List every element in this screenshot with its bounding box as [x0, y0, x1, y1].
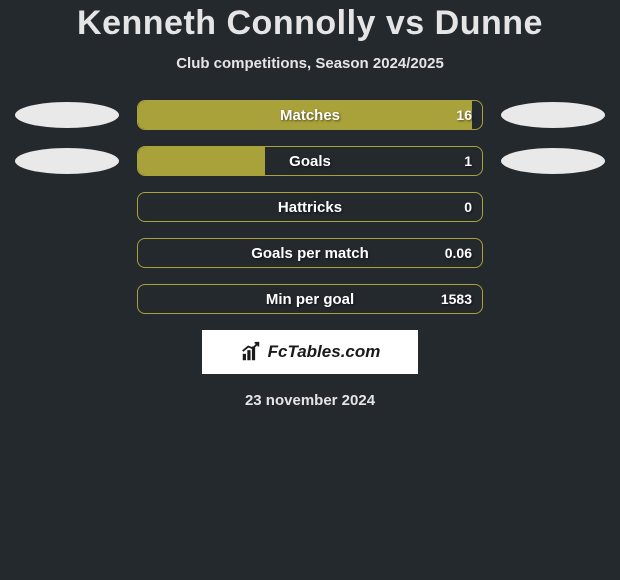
stat-row: Hattricks0: [0, 192, 620, 222]
player-b-name: Dunne: [435, 4, 543, 42]
stat-value: 0.06: [445, 239, 472, 267]
stat-bar: Min per goal1583: [137, 284, 483, 314]
player-a-name: Kenneth Connolly: [77, 4, 376, 42]
stat-row: Goals per match0.06: [0, 238, 620, 268]
subtitle: Club competitions, Season 2024/2025: [0, 55, 620, 72]
stat-bar: Hattricks0: [137, 192, 483, 222]
stat-row: Matches16: [0, 100, 620, 130]
brand-text: FcTables.com: [268, 342, 381, 362]
stat-label: Min per goal: [138, 285, 482, 313]
stat-row: Min per goal1583: [0, 284, 620, 314]
vs-text: vs: [386, 4, 425, 42]
player-b-blob: [501, 102, 605, 128]
stat-row: Goals1: [0, 146, 620, 176]
stat-label: Matches: [138, 101, 482, 129]
stat-rows: Matches16 Goals1 Hattricks0 Goals per match…: [0, 100, 620, 314]
stat-value: 1: [464, 147, 472, 175]
stat-label: Goals: [138, 147, 482, 175]
date-text: 23 november 2024: [0, 392, 620, 409]
stat-label: Goals per match: [138, 239, 482, 267]
player-a-blob: [15, 102, 119, 128]
stat-bar: Matches16: [137, 100, 483, 130]
brand-chart-icon: [240, 341, 262, 363]
player-b-blob: [501, 148, 605, 174]
stat-bar: Goals1: [137, 146, 483, 176]
stat-label: Hattricks: [138, 193, 482, 221]
player-a-blob: [15, 148, 119, 174]
stat-bar: Goals per match0.06: [137, 238, 483, 268]
stat-value: 1583: [441, 285, 472, 313]
stat-value: 16: [456, 101, 472, 129]
brand-box[interactable]: FcTables.com: [202, 330, 418, 374]
stat-value: 0: [464, 193, 472, 221]
comparison-card: Kenneth Connolly vs Dunne Club competiti…: [0, 0, 620, 409]
page-title: Kenneth Connolly vs Dunne: [0, 4, 620, 43]
